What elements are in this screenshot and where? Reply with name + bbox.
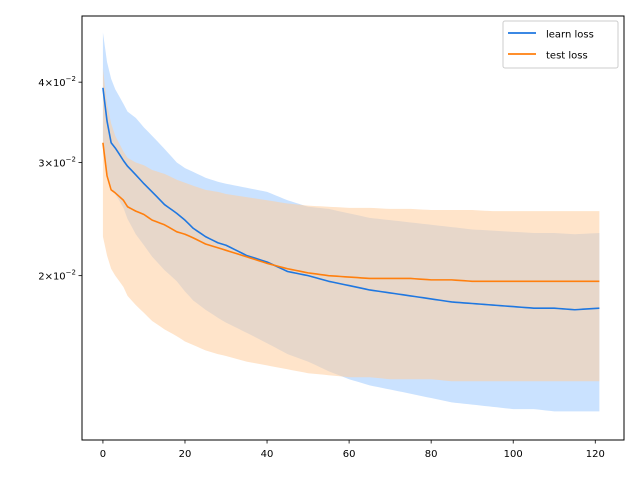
x-tick-label: 120 — [586, 449, 605, 460]
y-tick-label: 4×10−2 — [38, 75, 76, 89]
x-tick-label: 0 — [100, 449, 106, 460]
line-learn-loss — [102, 87, 600, 311]
legend-label-learn-loss: learn loss — [546, 30, 594, 41]
x-tick-label: 20 — [179, 449, 192, 460]
x-tick-label: 60 — [343, 449, 356, 460]
legend: learn loss test loss — [502, 20, 619, 69]
x-tick-label: 40 — [261, 449, 274, 460]
x-tick-label: 100 — [504, 449, 523, 460]
x-axis-ticks: 0 20 40 60 80 100 120 — [100, 440, 605, 460]
y-tick-label: 3×10−2 — [38, 155, 76, 169]
legend-label-test-loss: test loss — [546, 51, 588, 62]
line-test-loss — [102, 142, 600, 283]
y-tick-label: 2×10−2 — [38, 269, 76, 283]
y-axis-ticks: 2×10−2 3×10−2 4×10−2 — [38, 75, 82, 283]
x-tick-label: 80 — [425, 449, 438, 460]
plot-frame — [81, 15, 625, 441]
series-lines — [102, 87, 600, 311]
